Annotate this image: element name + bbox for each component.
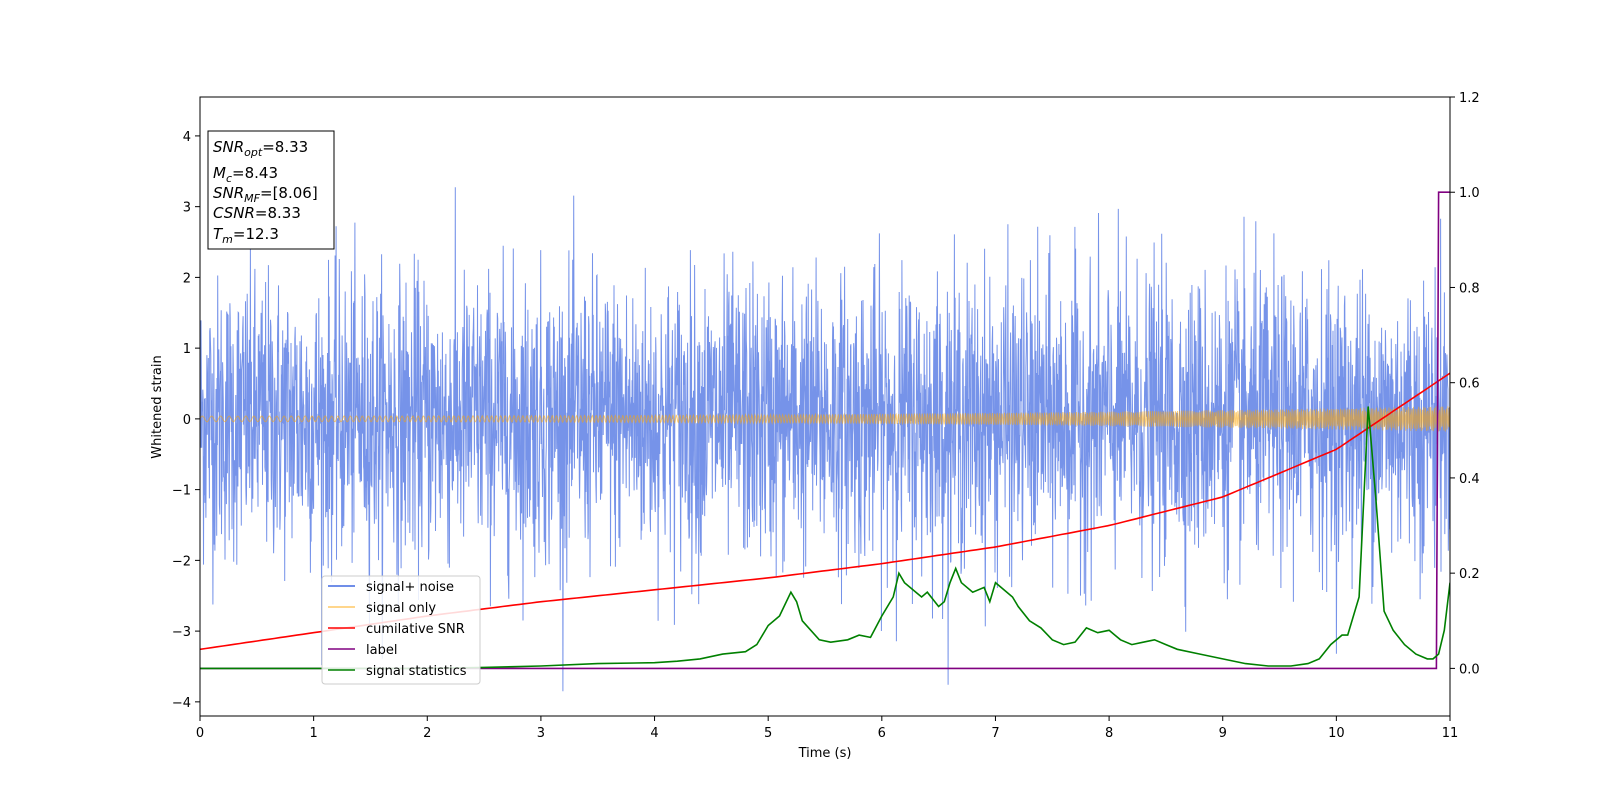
x-tick-label: 6 (878, 726, 886, 741)
x-axis-label: Time (s) (798, 746, 852, 761)
parameter-annotation-box: SNRopt=8.33 Mc=8.43 SNRMF=[8.06] CSNR=8.… (207, 130, 335, 250)
tm-subscript: m (222, 233, 233, 246)
x-tick-label: 11 (1442, 726, 1459, 741)
mc-symbol: M (213, 164, 226, 182)
snr-opt-symbol: SNR (213, 138, 244, 156)
x-tick-label: 9 (1219, 726, 1227, 741)
y-axis-ticks: 4 3 2 1 0 −1 −2 −3 −4 (172, 130, 200, 711)
y-tick-label: −1 (172, 484, 191, 499)
csnr-value: =8.33 (255, 204, 301, 222)
legend-label-signal-noise: signal+ noise (366, 580, 454, 595)
svg-text:Mc=8.43: Mc=8.43 (213, 164, 278, 185)
y-tick-label: 3 (183, 201, 191, 216)
x-tick-label: 0 (196, 726, 204, 741)
y2-tick-label: 0.8 (1459, 281, 1480, 296)
x-tick-label: 4 (650, 726, 658, 741)
svg-text:Tm=12.3: Tm=12.3 (213, 225, 279, 246)
y-tick-label: 0 (183, 413, 191, 428)
mc-subscript: c (226, 172, 232, 185)
axes-frame (199, 96, 1451, 717)
tm-symbol: T (213, 225, 224, 243)
svg-text:SNRMF=[8.06]: SNRMF=[8.06] (213, 184, 318, 205)
csnr-symbol: CSNR (213, 204, 255, 222)
series-signal-only (200, 406, 1450, 432)
series-label (200, 191, 1450, 670)
y2-axis-ticks: 1.2 1.0 0.8 0.6 0.4 0.2 0.0 (1450, 91, 1480, 677)
y-axis-label: Whitened strain (150, 355, 165, 458)
x-tick-label: 2 (423, 726, 431, 741)
legend-label-label: label (366, 643, 397, 658)
snr-mf-value: =[8.06] (260, 184, 318, 202)
y2-tick-label: 0.6 (1459, 377, 1480, 392)
y-tick-label: −2 (172, 554, 191, 569)
x-tick-label: 3 (537, 726, 545, 741)
mc-value: =8.43 (232, 164, 278, 182)
snr-opt-subscript: opt (244, 146, 263, 159)
y-tick-label: 4 (183, 130, 191, 145)
x-tick-label: 8 (1105, 726, 1113, 741)
legend-label-cumulative-snr: cumilative SNR (366, 622, 465, 637)
y2-tick-label: 1.2 (1459, 91, 1480, 106)
x-axis-ticks: 0 1 2 3 4 5 6 7 8 9 10 11 (196, 716, 1458, 741)
y2-tick-label: 0.4 (1459, 472, 1480, 487)
legend-label-signal-only: signal only (366, 601, 436, 616)
legend-label-signal-statistics: signal statistics (366, 664, 467, 679)
x-tick-label: 10 (1328, 726, 1345, 741)
y2-tick-label: 0.0 (1459, 662, 1480, 677)
legend: signal+ noise signal only cumilative SNR… (321, 575, 481, 685)
series-signal-noise (200, 187, 1450, 692)
snr-mf-symbol: SNR (213, 184, 244, 202)
x-tick-label: 1 (309, 726, 317, 741)
x-tick-label: 7 (991, 726, 999, 741)
snr-opt-value: =8.33 (262, 138, 308, 156)
y-tick-label: 2 (183, 271, 191, 286)
snr-mf-subscript: MF (244, 192, 260, 205)
y-tick-label: 1 (183, 342, 191, 357)
y2-tick-label: 1.0 (1459, 186, 1480, 201)
y-tick-label: −4 (172, 696, 191, 711)
tm-value: =12.3 (233, 225, 279, 243)
y-tick-label: −3 (172, 625, 191, 640)
y2-tick-label: 0.2 (1459, 567, 1480, 582)
x-tick-label: 5 (764, 726, 772, 741)
series-signal-statistics (200, 406, 1450, 670)
svg-text:SNRopt=8.33: SNRopt=8.33 (213, 138, 308, 159)
svg-text:CSNR=8.33: CSNR=8.33 (213, 204, 301, 222)
